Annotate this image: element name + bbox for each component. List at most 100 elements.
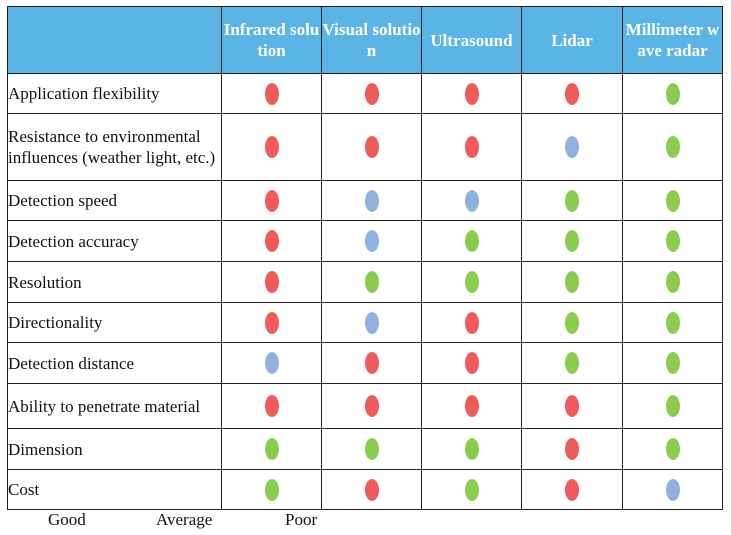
rating-cell	[622, 113, 723, 181]
table-body: Application flexibility Resistance to env…	[7, 73, 723, 510]
good-dot-icon	[565, 230, 579, 252]
poor-dot-icon	[565, 82, 579, 105]
table-row: Detection distance	[7, 342, 723, 384]
good-dot-icon	[665, 230, 680, 252]
poor-dot-icon	[364, 478, 379, 501]
average-dot-icon	[464, 189, 479, 212]
average-dot-icon	[665, 478, 680, 501]
rating-cell	[521, 180, 623, 221]
column-header: Millimeter wave radar	[622, 6, 723, 74]
rating-cell	[622, 383, 723, 429]
rating-cell	[321, 428, 422, 470]
column-header: Lidar	[521, 6, 623, 74]
table-row: Application flexibility	[7, 73, 723, 114]
rating-cell	[221, 113, 322, 181]
good-dot-icon	[665, 271, 680, 293]
poor-dot-icon	[464, 82, 479, 105]
rating-cell	[221, 383, 322, 429]
good-dot-icon	[464, 271, 479, 293]
good-dot-icon	[464, 438, 479, 460]
rating-cell	[321, 302, 422, 343]
poor-dot-icon	[264, 189, 279, 212]
good-dot-icon	[464, 230, 479, 252]
poor-dot-icon	[264, 82, 279, 105]
average-dot-icon	[565, 136, 579, 158]
rating-cell	[321, 261, 422, 303]
row-label: Dimension	[7, 428, 222, 470]
row-label: Application flexibility	[7, 73, 222, 114]
rating-cell	[622, 469, 723, 510]
poor-dot-icon	[264, 136, 279, 158]
rating-cell	[421, 73, 522, 114]
poor-dot-icon	[364, 82, 379, 105]
legend-label-poor: Poor	[285, 510, 318, 529]
poor-dot-icon	[464, 352, 479, 374]
good-dot-icon	[264, 478, 279, 501]
rating-cell	[421, 428, 522, 470]
average-dot-icon	[264, 352, 279, 374]
column-header: Infrared solution	[221, 6, 322, 74]
rating-cell	[521, 73, 623, 114]
poor-dot-icon	[364, 352, 379, 374]
column-header: Visual solution	[321, 6, 422, 74]
rating-cell	[521, 113, 623, 181]
average-dot-icon	[364, 189, 379, 212]
table-row: Resolution	[7, 261, 723, 303]
rating-cell	[321, 113, 422, 181]
good-dot-icon	[665, 438, 680, 460]
rating-cell	[321, 383, 422, 429]
average-dot-icon	[110, 514, 124, 529]
poor-dot-icon	[264, 230, 279, 252]
rating-cell	[622, 342, 723, 384]
row-label: Directionality	[7, 302, 222, 343]
rating-cell	[221, 428, 322, 470]
rating-cell	[622, 73, 723, 114]
good-dot-icon	[565, 352, 579, 374]
table-row: Resistance to environmental influences (…	[7, 113, 723, 181]
table-row: Detection accuracy	[7, 220, 723, 262]
rating-cell	[622, 180, 723, 221]
poor-dot-icon	[565, 395, 579, 417]
rating-cell	[421, 469, 522, 510]
row-label: Resistance to environmental influences (…	[7, 113, 222, 181]
rating-cell	[521, 428, 623, 470]
row-label: Ability to penetrate material	[7, 383, 222, 429]
rating-cell	[421, 113, 522, 181]
table-row: Cost	[7, 469, 723, 510]
legend: Good Average Poor	[0, 508, 731, 535]
rating-cell	[321, 469, 422, 510]
rating-cell	[421, 220, 522, 262]
average-dot-icon	[364, 230, 379, 252]
rating-cell	[622, 261, 723, 303]
rating-cell	[221, 469, 322, 510]
rating-cell	[521, 220, 623, 262]
rating-cell	[221, 73, 322, 114]
column-header: Ultrasound	[421, 6, 522, 74]
rating-cell	[521, 302, 623, 343]
good-dot-icon	[665, 352, 680, 374]
good-dot-icon	[264, 438, 279, 460]
rating-cell	[221, 261, 322, 303]
good-dot-icon	[464, 478, 479, 501]
average-dot-icon	[364, 311, 379, 334]
table-row: Ability to penetrate material	[7, 383, 723, 429]
row-label: Resolution	[7, 261, 222, 303]
rating-cell	[221, 302, 322, 343]
rating-cell	[421, 342, 522, 384]
rating-cell	[321, 180, 422, 221]
row-label: Cost	[7, 469, 222, 510]
good-dot-icon	[665, 136, 680, 158]
good-dot-icon	[665, 311, 680, 334]
good-dot-icon	[665, 395, 680, 417]
rating-cell	[521, 469, 623, 510]
poor-dot-icon	[565, 478, 579, 501]
comparison-table: Infrared solution Visual solution Ultrasou…	[7, 6, 723, 510]
rating-cell	[521, 383, 623, 429]
rating-cell	[521, 342, 623, 384]
poor-dot-icon	[464, 395, 479, 417]
poor-dot-icon	[264, 311, 279, 334]
good-dot-icon	[364, 271, 379, 293]
good-dot-icon	[665, 82, 680, 105]
rating-cell	[521, 261, 623, 303]
good-dot-icon	[565, 189, 579, 212]
